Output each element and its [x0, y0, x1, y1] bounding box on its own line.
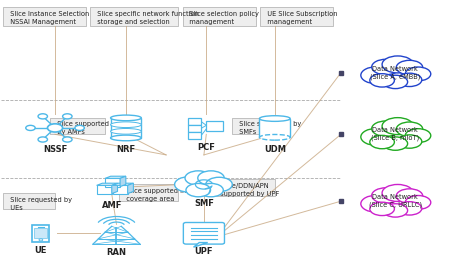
Bar — [188, 118, 201, 125]
Text: Slice/DDN/APN
  supported by UPF: Slice/DDN/APN supported by UPF — [216, 183, 280, 197]
FancyBboxPatch shape — [213, 179, 275, 196]
Polygon shape — [105, 176, 126, 178]
Text: Slice specific network function
  storage and selection: Slice specific network function storage … — [93, 11, 199, 25]
Circle shape — [185, 171, 211, 185]
FancyBboxPatch shape — [91, 7, 178, 27]
FancyBboxPatch shape — [3, 7, 86, 27]
Text: Data Network
(Slice A, eMBB): Data Network (Slice A, eMBB) — [370, 66, 420, 80]
Ellipse shape — [259, 134, 290, 140]
Bar — [188, 132, 201, 139]
Circle shape — [405, 67, 431, 81]
Text: NRF: NRF — [117, 145, 136, 154]
Circle shape — [39, 239, 43, 241]
Circle shape — [361, 195, 392, 212]
Bar — [105, 178, 120, 187]
Text: Slice supported
  by AMFs: Slice supported by AMFs — [53, 121, 109, 135]
Ellipse shape — [259, 116, 290, 121]
FancyBboxPatch shape — [119, 184, 178, 201]
Text: Slice requested by
  UEs: Slice requested by UEs — [6, 197, 72, 211]
Circle shape — [396, 189, 423, 203]
Circle shape — [361, 67, 392, 84]
FancyBboxPatch shape — [50, 118, 105, 134]
Bar — [110, 118, 141, 138]
Circle shape — [405, 196, 431, 209]
Ellipse shape — [110, 128, 141, 134]
Circle shape — [405, 129, 431, 142]
Circle shape — [383, 204, 408, 217]
Circle shape — [63, 137, 72, 142]
Circle shape — [383, 137, 408, 150]
Text: Data Network
(Slice B, mIoT): Data Network (Slice B, mIoT) — [371, 127, 419, 141]
Circle shape — [75, 125, 84, 131]
Bar — [97, 185, 112, 194]
Circle shape — [186, 184, 210, 197]
Polygon shape — [112, 183, 118, 194]
Text: Slice supported in
  coverage area: Slice supported in coverage area — [122, 188, 186, 202]
Bar — [206, 121, 223, 131]
Ellipse shape — [110, 122, 141, 128]
Bar — [32, 225, 49, 242]
Text: AMF: AMF — [101, 201, 122, 210]
Circle shape — [206, 177, 232, 192]
Text: RAN: RAN — [107, 248, 127, 257]
Text: Slice Instance Selection
  NSSAI Management: Slice Instance Selection NSSAI Managemen… — [6, 11, 89, 25]
Circle shape — [26, 125, 35, 131]
Circle shape — [370, 135, 394, 149]
Circle shape — [63, 114, 72, 119]
Bar — [34, 228, 47, 238]
Text: UE: UE — [35, 246, 47, 255]
Text: NSSF: NSSF — [43, 145, 67, 154]
Polygon shape — [128, 183, 133, 194]
FancyBboxPatch shape — [182, 7, 256, 27]
Circle shape — [174, 177, 203, 192]
Circle shape — [382, 118, 413, 135]
Circle shape — [382, 184, 413, 202]
Text: Slice selection policy
  management: Slice selection policy management — [185, 11, 259, 25]
Polygon shape — [193, 243, 208, 247]
Circle shape — [370, 74, 394, 87]
Circle shape — [361, 128, 392, 145]
Circle shape — [397, 202, 422, 215]
Circle shape — [383, 75, 408, 89]
Text: SMF: SMF — [194, 199, 214, 208]
Polygon shape — [120, 176, 126, 187]
Circle shape — [382, 56, 413, 73]
Text: PCF: PCF — [197, 143, 215, 152]
Circle shape — [198, 171, 224, 185]
Circle shape — [396, 60, 423, 75]
FancyBboxPatch shape — [232, 118, 289, 134]
Text: UE Slice Subscription
  management: UE Slice Subscription management — [263, 11, 337, 25]
Text: UDM: UDM — [264, 145, 286, 154]
Circle shape — [397, 135, 422, 148]
Polygon shape — [97, 183, 118, 185]
Text: UPF: UPF — [195, 248, 213, 256]
Bar — [259, 119, 290, 137]
Polygon shape — [112, 183, 133, 185]
Circle shape — [199, 184, 223, 197]
Text: Data Network
(Slice C, URLLC): Data Network (Slice C, URLLC) — [369, 194, 422, 208]
Circle shape — [397, 73, 422, 87]
Circle shape — [396, 122, 423, 136]
Circle shape — [38, 137, 47, 142]
Bar — [188, 125, 201, 132]
Circle shape — [370, 202, 394, 216]
FancyBboxPatch shape — [183, 223, 225, 244]
Circle shape — [372, 188, 400, 203]
Circle shape — [38, 114, 47, 119]
Bar — [112, 185, 128, 194]
FancyBboxPatch shape — [260, 7, 333, 27]
Circle shape — [372, 121, 400, 136]
FancyBboxPatch shape — [3, 193, 55, 209]
Circle shape — [47, 124, 63, 132]
Ellipse shape — [110, 115, 141, 121]
Circle shape — [372, 59, 400, 75]
Text: Slice supported by
  SMFs: Slice supported by SMFs — [235, 121, 301, 135]
Ellipse shape — [110, 135, 141, 141]
